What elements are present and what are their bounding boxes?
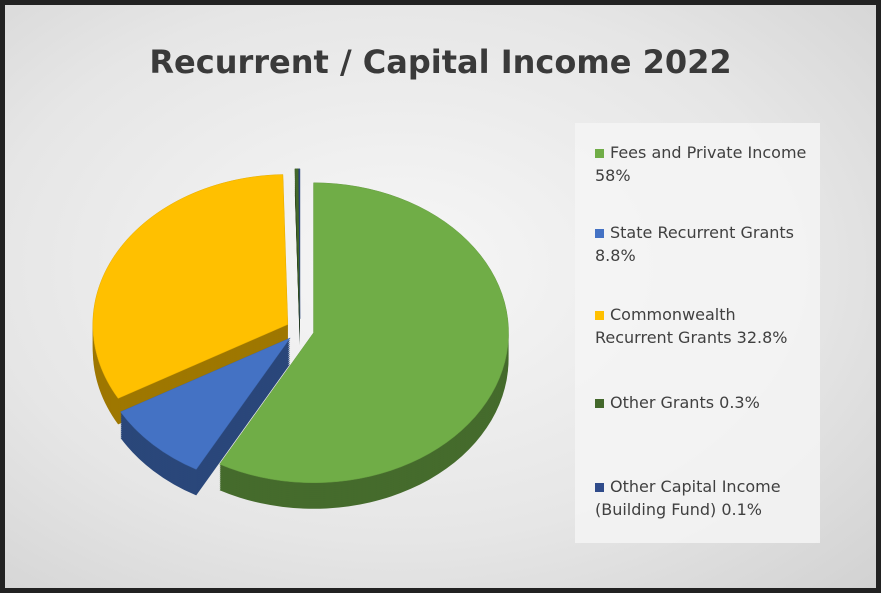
slice	[120, 337, 291, 470]
legend-value: 0.3%	[719, 393, 760, 412]
legend-value: 0.1%	[721, 500, 762, 519]
legend-entry: State Recurrent Grants 8.8%	[595, 221, 813, 267]
legend-swatch	[595, 149, 604, 158]
legend-swatch	[595, 483, 604, 492]
legend-entry: Other Capital Income (Building Fund) 0.1…	[595, 475, 813, 521]
legend-label: Commonwealth Recurrent Grants	[595, 305, 736, 347]
legend-swatch	[595, 229, 604, 238]
legend-entry: Fees and Private Income 58%	[595, 141, 813, 187]
legend-label: State Recurrent Grants	[610, 223, 795, 242]
legend-entry: Commonwealth Recurrent Grants 32.8%	[595, 303, 813, 349]
legend-value: 8.8%	[595, 246, 636, 265]
chart-title: Recurrent / Capital Income 2022	[149, 43, 732, 81]
slice	[92, 174, 289, 399]
slice	[298, 168, 301, 319]
slice	[219, 182, 509, 483]
legend-swatch	[595, 399, 604, 408]
legend-value: 58%	[595, 166, 631, 185]
legend-label: Fees and Private Income	[610, 143, 807, 162]
legend-label: Other Grants	[610, 393, 715, 412]
legend-swatch	[595, 311, 604, 320]
legend-value: 32.8%	[736, 328, 788, 347]
pie-area	[92, 168, 509, 509]
legend-entry: Other Grants 0.3%	[595, 391, 813, 414]
legend: Fees and Private Income 58% State Recurre…	[575, 123, 820, 543]
legend-label: Other Capital Income (Building Fund)	[595, 477, 781, 519]
